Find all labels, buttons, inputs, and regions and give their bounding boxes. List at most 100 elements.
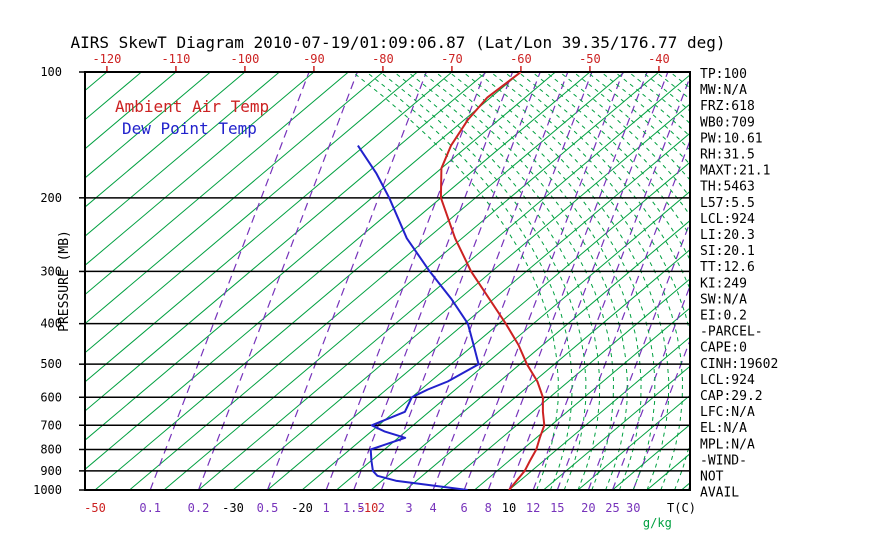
moist-adiabat-line	[462, 72, 670, 490]
stats-line: EL:N/A	[700, 421, 747, 436]
isotherm-lines	[85, 72, 690, 490]
stats-line: AVAIL	[700, 486, 739, 501]
top-temp-label: -100	[230, 52, 259, 66]
pressure-tick-label: 700	[40, 418, 62, 432]
sounding-curves	[357, 72, 546, 490]
isotherm-line	[85, 72, 384, 325]
stats-line: EI:0.2	[700, 309, 747, 324]
stats-line: TH:5463	[700, 180, 755, 195]
stats-line: FRZ:618	[700, 99, 755, 114]
mixing-ratio-line	[353, 72, 514, 490]
moist-adiabat-line	[476, 72, 684, 490]
bottom-axis-label: 4	[429, 501, 436, 515]
isotherm-line	[85, 72, 418, 354]
isotherm-line	[85, 72, 522, 441]
top-temp-label: -60	[510, 52, 532, 66]
mixing-ratio-line	[408, 72, 569, 490]
stats-line: WB0:709	[700, 115, 755, 130]
isotherm-line	[267, 132, 690, 490]
bottom-axis-label: 6	[461, 501, 468, 515]
stats-line: TP:100	[700, 67, 747, 82]
pressure-axis-label: PRESSURE (MB)	[57, 230, 72, 332]
bottom-axis-label: 0.5	[257, 501, 279, 515]
moist-adiabat-line	[435, 72, 642, 490]
pressure-tick-label: 100	[40, 65, 62, 79]
moist-adiabat-line	[379, 72, 587, 490]
isotherm-line	[543, 365, 690, 490]
top-temp-label: -120	[92, 52, 121, 66]
top-temp-label: -70	[441, 52, 463, 66]
bottom-axis-label: 1.5	[343, 501, 365, 515]
moist-adiabat-line	[366, 72, 573, 490]
pressure-tick-label: 900	[40, 464, 62, 478]
isotherm-line	[94, 72, 591, 490]
bottom-axis-label: g/kg	[643, 516, 672, 530]
pressure-tick-label: 200	[40, 191, 62, 205]
stats-line: LCL:924	[700, 373, 755, 388]
stats-line: SI:20.1	[700, 244, 755, 259]
bottom-axis-label: 0.2	[188, 501, 210, 515]
mixing-ratio-line	[149, 72, 310, 490]
mixing-ratio-line	[463, 72, 624, 490]
stats-line: CINH:19602	[700, 357, 778, 372]
isotherm-line	[336, 190, 690, 490]
legend: Ambient Air Temp Dew Point Temp	[115, 97, 269, 138]
bottom-axis: -50 0.1 0.2 -30 0.5 -20 1 1.5-10 2 3 4 6 8 10 12 15 20 25…	[84, 501, 696, 530]
isotherm-line	[85, 72, 246, 208]
mixing-ratio-line	[508, 72, 669, 490]
stats-line: MPL:N/A	[700, 437, 755, 452]
isotherm-line	[163, 72, 660, 490]
isotherm-line	[474, 307, 690, 490]
stats-line: LFC:N/A	[700, 405, 755, 420]
isotherm-line	[370, 219, 690, 490]
pressure-tick-label: 400	[40, 317, 62, 331]
bottom-axis-label: 12	[526, 501, 540, 515]
stats-line: MAXT:21.1	[700, 164, 770, 179]
stats-line: MW:N/A	[700, 83, 747, 98]
bottom-axis-label: 30	[626, 501, 640, 515]
top-temperature-axis: -120 -110 -100 -90 -80 -70 -60 -50 -40	[92, 52, 670, 72]
pressure-tick-label: 300	[40, 264, 62, 278]
stats-line: PW:10.61	[700, 131, 763, 146]
pressure-axis: 100 200 300 400 500 600 700 800 900 1000	[33, 65, 85, 497]
mixing-ratio-line	[266, 72, 427, 490]
mixing-ratio-line	[325, 72, 486, 490]
dewpoint-curve	[357, 145, 480, 490]
mixing-ratio-line	[197, 72, 358, 490]
bottom-axis-label: 1	[323, 501, 330, 515]
isotherm-line	[198, 74, 690, 490]
top-temp-label: -50	[579, 52, 601, 66]
pressure-tick-label: 600	[40, 390, 62, 404]
stats-line: RH:31.5	[700, 148, 755, 163]
isotherm-line	[439, 278, 690, 490]
isotherm-line	[85, 72, 349, 296]
stats-line: CAPE:0	[700, 341, 747, 356]
plot-border	[84, 71, 691, 491]
mixing-ratio-line	[487, 72, 648, 490]
moist-adiabat-line	[393, 72, 601, 490]
top-temp-label: -80	[372, 52, 394, 66]
moist-adiabat-lines	[352, 72, 690, 490]
bottom-axis-label: -10	[357, 501, 379, 515]
bottom-axis-label: 8	[485, 501, 492, 515]
isotherm-line	[129, 72, 625, 490]
bottom-axis-label: 10	[502, 501, 516, 515]
stats-line: SW:N/A	[700, 292, 747, 307]
isotherm-line	[85, 72, 487, 412]
temp-curve	[439, 72, 546, 490]
bottom-axis-label: -50	[84, 501, 106, 515]
diagram-title: AIRS SkewT Diagram 2010-07-19/01:09:06.8…	[70, 33, 725, 52]
mixing-ratio-line	[432, 72, 593, 490]
stats-line: KI:249	[700, 276, 747, 291]
isotherm-line	[405, 249, 690, 490]
bottom-axis-label: 25	[605, 501, 619, 515]
stats-line: CAP:29.2	[700, 389, 763, 404]
moist-adiabat-line	[448, 72, 656, 490]
mixing-ratio-lines	[149, 72, 690, 490]
bottom-axis-label: 0.1	[139, 501, 161, 515]
bottom-axis-label: 15	[550, 501, 564, 515]
bottom-axis-label: -20	[291, 501, 313, 515]
legend-ambient-air-temp: Ambient Air Temp	[115, 97, 269, 116]
top-temp-label: -90	[303, 52, 325, 66]
